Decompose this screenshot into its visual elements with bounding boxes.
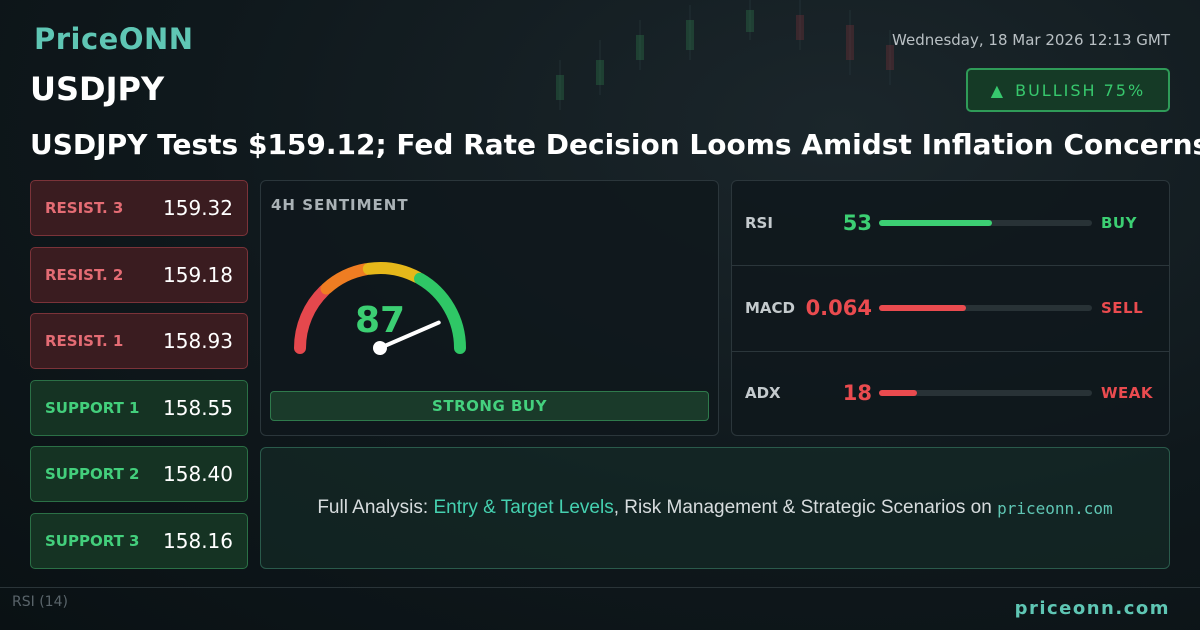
footer-divider (0, 587, 1200, 588)
indicator-bar (879, 390, 918, 397)
symbol: USDJPY (30, 70, 165, 108)
level-label: SUPPORT 3 (45, 532, 140, 550)
sentiment-title: 4H SENTIMENT (271, 196, 409, 214)
indicator-signal: WEAK (1101, 384, 1154, 403)
indicator-signal: BUY (1101, 213, 1137, 232)
indicator-track (879, 390, 1092, 397)
level-box: SUPPORT 2 158.40 (30, 446, 248, 503)
level-label: RESIST. 1 (45, 332, 124, 351)
indicator-track (879, 304, 1092, 311)
indicator-track (879, 219, 1092, 226)
bg-rsi: RSI (12, 594, 35, 610)
cta-rest: , Risk Management & Strategic Scenarios … (613, 497, 998, 518)
indicator-bar (879, 219, 992, 226)
up-arrow-icon: ▲ (990, 80, 1006, 100)
level-label: SUPPORT 1 (45, 398, 140, 417)
cta-lead: Full Analysis: (317, 497, 434, 518)
row-divider (731, 350, 1170, 352)
row-divider (731, 265, 1170, 267)
level-box: RESIST. 3 159.32 (30, 180, 248, 236)
level-label: RESIST. 3 (45, 199, 124, 217)
indicator-value: 0.064 (805, 295, 872, 320)
level-value: 158.40 (163, 462, 233, 487)
level-box: RESIST. 1 158.93 (30, 313, 248, 370)
footer-site[interactable]: priceonn.com (1014, 598, 1170, 619)
cta-site[interactable]: priceonn.com (997, 498, 1113, 518)
headline: USDJPY Tests $159.12; Fed Rate Decision … (30, 128, 1200, 161)
level-box: SUPPORT 3 158.16 (30, 513, 248, 569)
bg-rsi-period: (14) (39, 594, 68, 610)
indicator-row: MACD 0.064 SELL (731, 265, 1170, 350)
level-box: RESIST. 2 159.18 (30, 246, 248, 303)
indicator-row: ADX 18 WEAK (731, 351, 1170, 436)
indicator-value: 53 (842, 210, 872, 235)
level-label: SUPPORT 2 (45, 465, 140, 484)
sentiment-gauge: 87 (294, 262, 466, 355)
bias-badge: ▲ BULLISH 75% (966, 68, 1170, 112)
bias-text: BULLISH 75% (1015, 80, 1146, 100)
indicator-name: ADX (745, 384, 781, 403)
gauge-segment (414, 272, 466, 354)
indicator-value: 18 (842, 381, 872, 406)
level-value: 159.18 (163, 262, 233, 287)
indicator-name: RSI (745, 213, 773, 232)
level-value: 158.93 (163, 329, 233, 354)
datetime: Wednesday, 18 Mar 2026 12:13 GMT (892, 31, 1170, 49)
gauge-segment (320, 263, 373, 295)
indicator-signal: SELL (1101, 298, 1144, 317)
level-value: 158.16 (163, 529, 233, 553)
indicator-name: MACD (745, 298, 795, 317)
gauge-pivot (373, 341, 387, 355)
gauge-segment (294, 284, 331, 354)
background-indicator-label: RSI (14) (12, 594, 68, 610)
level-value: 158.55 (163, 395, 233, 420)
cta-panel: Full Analysis: Entry & Target Levels, Ri… (260, 447, 1170, 569)
sentiment-label: STRONG BUY (270, 391, 709, 421)
level-value: 159.32 (163, 196, 233, 220)
gauge-needle (378, 320, 441, 350)
gauge-segment (362, 262, 424, 284)
sentiment-value: 87 (355, 300, 405, 341)
brand-logo: PriceONN (34, 22, 194, 56)
cta-highlight: Entry & Target Levels (433, 497, 614, 518)
level-label: RESIST. 2 (45, 265, 124, 284)
indicator-bar (879, 304, 967, 311)
indicator-row: RSI 53 BUY (731, 180, 1170, 265)
level-box: SUPPORT 1 158.55 (30, 379, 248, 436)
